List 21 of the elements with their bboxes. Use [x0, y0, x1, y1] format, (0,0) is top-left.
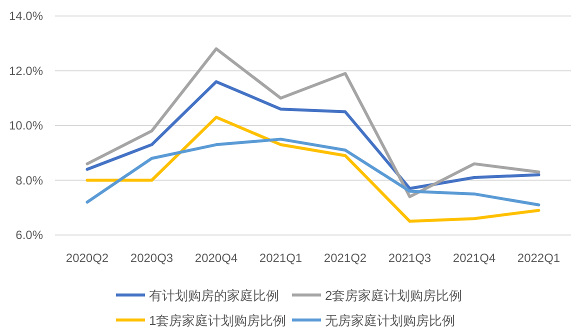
x-tick-label: 2021Q3: [388, 251, 432, 265]
x-tick-label: 2021Q1: [259, 251, 302, 265]
y-tick-label: 12.0%: [8, 64, 44, 78]
y-tick-label: 10.0%: [8, 118, 44, 132]
x-tick-label: 2021Q2: [324, 251, 367, 265]
y-tick-label: 14.0%: [8, 9, 44, 23]
y-tick-label: 6.0%: [16, 228, 44, 242]
x-tick-label: 2020Q3: [130, 251, 174, 265]
legend-label: 无房家庭计划购房比例: [325, 313, 455, 328]
line-series: [86, 138, 540, 206]
x-tick-label: 2021Q4: [452, 251, 496, 265]
line-series: [86, 80, 540, 190]
line-series: [86, 116, 540, 223]
legend-label: 2套房家庭计划购房比例: [325, 288, 462, 303]
legend-label: 1套房家庭计划购房比例: [149, 313, 286, 328]
line-series: [86, 47, 540, 198]
legend-label: 有计划购房的家庭比例: [149, 288, 279, 303]
x-tick-label: 2022Q1: [517, 251, 560, 265]
x-tick-label: 2020Q4: [194, 251, 238, 265]
y-tick-label: 8.0%: [16, 173, 44, 188]
x-tick-label: 2020Q2: [66, 251, 109, 265]
